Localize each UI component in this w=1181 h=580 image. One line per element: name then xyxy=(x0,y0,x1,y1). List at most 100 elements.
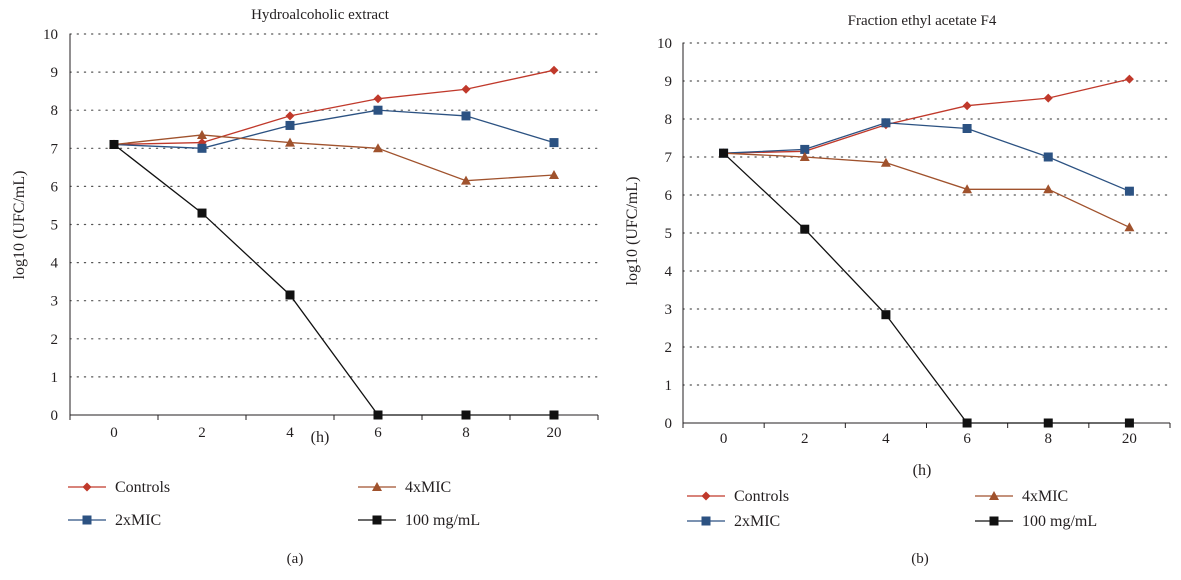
data-point xyxy=(197,129,207,139)
legend-marker xyxy=(372,515,382,525)
legend-label: 100 mg/mL xyxy=(405,512,480,529)
chart-panel-a: Hydroalcoholic extract 0 1 2 3 4 5 6 7 8 9 10 0 2 4 6 8 2… xyxy=(11,7,599,567)
series-line xyxy=(113,69,555,146)
legend-item: 2xMIC xyxy=(68,512,161,529)
data-point xyxy=(549,138,559,148)
series-3 xyxy=(719,148,1134,428)
x-tick-label: 20 xyxy=(547,425,562,441)
data-point xyxy=(373,143,383,153)
legend-marker xyxy=(989,516,999,526)
series-line xyxy=(723,152,1130,228)
data-point xyxy=(799,152,810,161)
x-tick-label: 8 xyxy=(462,425,470,441)
series-line xyxy=(113,143,554,416)
legend-item: Controls xyxy=(68,479,170,496)
x-tick-label: 2 xyxy=(198,425,206,441)
y-tick-label: 9 xyxy=(665,74,673,90)
y-tick-label: 3 xyxy=(665,302,673,318)
x-tick-label: 20 xyxy=(1122,431,1137,447)
legend-item: 100 mg/mL xyxy=(358,512,480,529)
legend-marker xyxy=(989,491,999,500)
y-tick-label: 0 xyxy=(665,416,673,432)
chart-title: Fraction ethyl acetate F4 xyxy=(848,13,997,29)
panel-label: (a) xyxy=(287,551,304,567)
y-tick-label: 8 xyxy=(51,103,59,119)
y-tick-label: 7 xyxy=(51,141,59,157)
y-tick-label: 9 xyxy=(51,65,59,81)
data-point xyxy=(1043,418,1053,428)
panel-label: (b) xyxy=(911,551,929,567)
y-tick-label: 5 xyxy=(665,226,673,242)
x-tick-label: 4 xyxy=(882,431,890,447)
x-axis-label: (h) xyxy=(913,462,932,479)
data-point xyxy=(461,410,471,420)
series-2 xyxy=(718,148,1135,232)
series-line xyxy=(723,122,1130,192)
series-line xyxy=(113,134,555,182)
legend-marker xyxy=(82,482,92,492)
data-point xyxy=(962,124,972,133)
data-point xyxy=(800,144,810,154)
series-line xyxy=(723,152,1130,424)
legend-label: 4xMIC xyxy=(1022,488,1068,505)
data-point xyxy=(1124,186,1134,196)
data-point xyxy=(881,310,891,320)
y-tick-label: 1 xyxy=(665,378,673,394)
x-tick-label: 0 xyxy=(110,425,118,441)
data-point xyxy=(109,139,119,149)
legend-label: 2xMIC xyxy=(734,513,780,530)
data-point xyxy=(1043,152,1053,162)
y-tick-label: 4 xyxy=(51,256,59,272)
data-point xyxy=(461,175,471,185)
series-2 xyxy=(109,129,559,185)
y-tick-label: 3 xyxy=(51,294,59,310)
data-point xyxy=(719,148,729,158)
data-point xyxy=(549,169,559,179)
x-axis-label: (h) xyxy=(311,429,330,446)
data-point xyxy=(285,290,295,300)
y-axis-label: log10 (UFC/mL) xyxy=(11,171,28,280)
y-tick-label: 6 xyxy=(665,188,673,204)
series-line xyxy=(723,78,1130,154)
legend-label: 100 mg/mL xyxy=(1022,513,1097,530)
data-point xyxy=(1043,93,1053,103)
data-point xyxy=(962,101,972,111)
y-tick-label: 6 xyxy=(51,179,59,195)
data-point xyxy=(1124,222,1135,232)
series-0 xyxy=(109,65,559,149)
data-point xyxy=(962,184,973,194)
x-tick-label: 6 xyxy=(963,431,971,447)
legend-marker xyxy=(372,482,382,491)
data-point xyxy=(1124,74,1134,84)
x-tick-label: 6 xyxy=(374,425,382,441)
legend-marker xyxy=(701,516,711,526)
y-tick-label: 2 xyxy=(665,340,673,356)
data-point xyxy=(880,157,891,167)
y-axis-label: log10 (UFC/mL) xyxy=(624,177,641,286)
data-point xyxy=(285,120,295,130)
legend-item: 4xMIC xyxy=(975,488,1068,505)
legend-item: Controls xyxy=(687,488,789,505)
legend-label: Controls xyxy=(115,479,170,496)
legend-marker xyxy=(82,515,92,525)
y-tick-label: 0 xyxy=(51,408,59,424)
x-tick-label: 2 xyxy=(801,431,809,447)
data-point xyxy=(461,111,471,121)
data-point xyxy=(197,143,207,153)
data-point xyxy=(549,65,559,75)
data-point xyxy=(285,137,295,147)
x-tick-label: 8 xyxy=(1045,431,1053,447)
series-0 xyxy=(719,74,1134,158)
x-tick-label: 0 xyxy=(720,431,728,447)
data-point xyxy=(197,208,207,218)
data-point xyxy=(881,118,891,128)
data-point xyxy=(549,410,559,420)
series-line xyxy=(113,109,555,149)
y-tick-label: 2 xyxy=(51,332,59,348)
data-point xyxy=(373,105,383,115)
legend-item: 2xMIC xyxy=(687,513,780,530)
y-tick-label: 5 xyxy=(51,218,59,234)
y-tick-label: 10 xyxy=(657,36,672,52)
data-point xyxy=(962,418,972,428)
